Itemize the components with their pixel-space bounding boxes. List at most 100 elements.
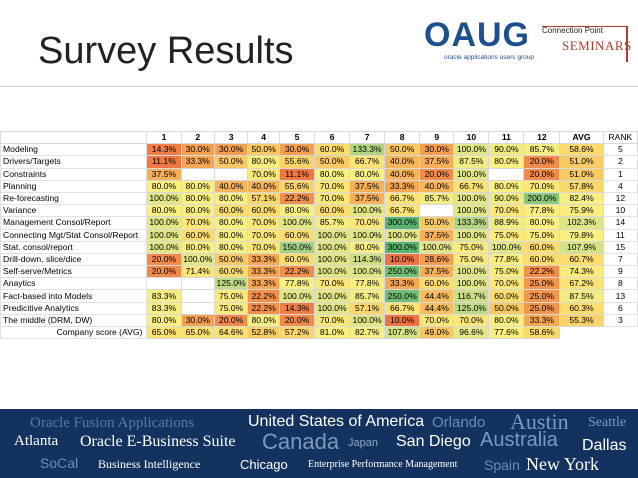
avg-cell: 60.7% xyxy=(559,252,604,267)
table-cell: 80.0% xyxy=(213,216,249,230)
table-cell: 88.9% xyxy=(488,216,525,230)
row-label: The middle (DRM, DW) xyxy=(0,313,148,328)
footer-cell: 58.6% xyxy=(523,325,561,340)
table-row: Drivers/Targets 11.1% 33.3% 50.0% 80.0% 55.6%… xyxy=(0,155,638,169)
table-cell: 37.5% xyxy=(349,191,386,206)
table-cell: 37.5% xyxy=(419,265,455,279)
table-row: Management Consol/Report 100.0% 70.0% 80.0%… xyxy=(0,216,638,230)
table-cell: 75.0% xyxy=(488,265,525,279)
cities-banner: Oracle Fusion Applications United States … xyxy=(0,409,638,478)
table-cell: 60.0% xyxy=(213,265,249,279)
row-label: Modeling xyxy=(0,143,148,157)
row-label: Management Consol/Report xyxy=(0,216,148,230)
table-cell: 30.0% xyxy=(279,143,316,157)
table-cell: 300.0% xyxy=(384,216,421,230)
table-cell: 40.0% xyxy=(384,167,421,181)
table-cell: 10.0% xyxy=(384,313,421,328)
table-cell: 33.3% xyxy=(247,252,281,267)
table-cell: 70.0% xyxy=(314,277,351,291)
rank-cell: 8 xyxy=(602,277,638,291)
row-label: Fact-based into Models xyxy=(0,289,148,303)
table-cell: 125.0% xyxy=(213,277,249,291)
banner-city-label: Japan xyxy=(348,437,378,449)
table-cell: 114.3% xyxy=(349,252,386,267)
column-header: 7 xyxy=(349,130,386,145)
footer-cell: 49.0% xyxy=(419,325,455,340)
column-header: 2 xyxy=(180,130,215,145)
table-cell: 87.5% xyxy=(453,155,490,169)
table-row: Predicitive Analytics 83.3% 75.0% 22.2% 14.3… xyxy=(0,301,638,315)
footer-cell: 96.6% xyxy=(453,325,490,340)
table-row: Fact-based into Models 83.3% 75.0% 22.2% 100… xyxy=(0,289,638,303)
table-row: Connecting Mgt/Stat Consol/Report 100.0% 6… xyxy=(0,228,638,242)
rank-cell: 3 xyxy=(602,313,638,328)
table-cell: 50.0% xyxy=(488,301,525,315)
table-cell: 60.0% xyxy=(523,252,561,267)
table-cell: 22.2% xyxy=(279,265,316,279)
table-cell: 33.3% xyxy=(180,155,215,169)
table-cell: 28.6% xyxy=(419,252,455,267)
footer-cell: 82.7% xyxy=(349,325,386,340)
table-cell: 125.0% xyxy=(453,301,490,315)
table-cell: 37.5% xyxy=(419,155,455,169)
table-cell xyxy=(488,167,525,181)
avg-cell: 102.3% xyxy=(559,216,604,230)
table-cell: 50.0% xyxy=(384,143,421,157)
table-cell: 75.0% xyxy=(453,252,490,267)
banner-city-label: SoCal xyxy=(40,455,79,471)
avg-cell: 57.8% xyxy=(559,179,604,193)
table-cell: 80.0% xyxy=(349,167,386,181)
table-cell: 116.7% xyxy=(453,289,490,303)
banner-city-label: Atlanta xyxy=(14,433,59,449)
table-cell: 60.0% xyxy=(279,252,316,267)
table-cell: 30.0% xyxy=(419,143,455,157)
table-cell: 70.0% xyxy=(314,313,351,328)
rank-cell: 12 xyxy=(602,191,638,206)
table-cell: 80.0% xyxy=(279,204,316,218)
table-cell: 60.0% xyxy=(488,289,525,303)
avg-cell: 107.9% xyxy=(559,240,604,254)
footer-cell: 65.0% xyxy=(146,325,182,340)
table-cell: 14.3% xyxy=(279,301,316,315)
table-cell: 70.0% xyxy=(247,167,281,181)
avg-cell: 58.6% xyxy=(559,143,604,157)
table-cell: 85.7% xyxy=(349,289,386,303)
table-cell: 90.0% xyxy=(488,191,525,206)
table-cell: 70.0% xyxy=(419,313,455,328)
table-cell: 100.0% xyxy=(146,228,182,242)
oaug-tagline: oracle applications users group xyxy=(444,54,534,61)
table-cell: 50.0% xyxy=(314,155,351,169)
table-cell: 80.0% xyxy=(146,179,182,193)
table-cell: 77.8% xyxy=(349,277,386,291)
table-cell: 20.0% xyxy=(213,313,249,328)
table-cell: 300.0% xyxy=(384,240,421,254)
table-cell: 80.0% xyxy=(247,155,281,169)
table-cell: 70.0% xyxy=(523,179,561,193)
row-label: Drill-down, slice/dice xyxy=(0,252,148,267)
table-cell: 20.0% xyxy=(419,167,455,181)
rank-cell: 4 xyxy=(602,179,638,193)
table-cell: 44.4% xyxy=(419,289,455,303)
avg-cell: 60.3% xyxy=(559,301,604,315)
slide-title: Survey Results xyxy=(38,30,294,72)
table-cell: 250.0% xyxy=(384,289,421,303)
row-label: Planning xyxy=(0,179,148,193)
table-cell: 11.1% xyxy=(279,167,316,181)
table-row: Anaytics 125.0% 33.3% 77.8% 70.0% 77.8% 33.3% 6… xyxy=(0,277,638,291)
survey-table-wrap: 1 2 3 4 5 6 7 8 9 10 11 12 AVG RANK Modeling 14.3% 30.0… xyxy=(0,130,638,340)
rank-cell: 5 xyxy=(602,143,638,157)
table-cell: 50.0% xyxy=(213,252,249,267)
oaug-logo: OAUG oracle applications users group Con… xyxy=(424,14,634,70)
table-row: Modeling 14.3% 30.0% 30.0% 50.0% 30.0% 60.0% 13… xyxy=(0,143,638,157)
oaug-wordmark: OAUG xyxy=(424,16,530,54)
row-label: Predicitive Analytics xyxy=(0,301,148,315)
table-row: Stat. consol/report 100.0% 80.0% 80.0% 70.0%… xyxy=(0,240,638,254)
rank-cell: 14 xyxy=(602,216,638,230)
table-cell: 80.0% xyxy=(146,204,182,218)
table-cell: 100.0% xyxy=(146,191,182,206)
footer-cell: 81.0% xyxy=(314,325,351,340)
table-cell xyxy=(180,301,215,315)
rank-cell: 13 xyxy=(602,289,638,303)
table-cell: 85.7% xyxy=(523,143,561,157)
table-cell: 70.0% xyxy=(314,179,351,193)
